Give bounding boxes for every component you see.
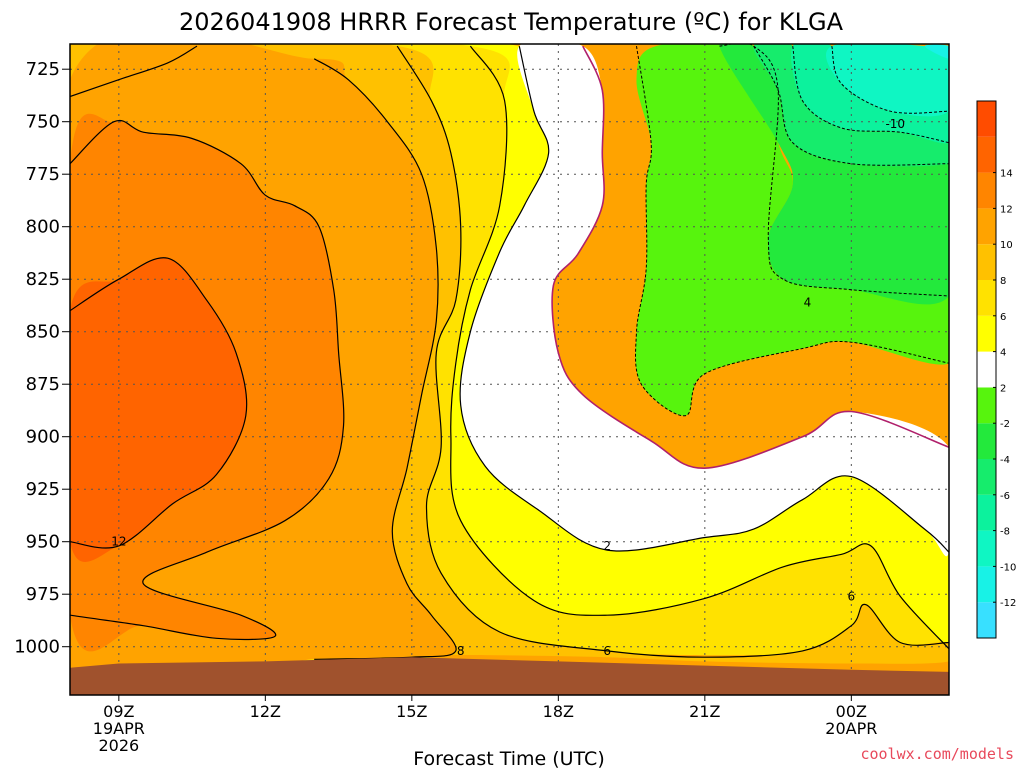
colorbar-label: 10	[1000, 240, 1013, 251]
colorbar-segment	[977, 566, 996, 603]
colorbar-segment	[977, 315, 996, 352]
y-tick-label: 725	[26, 59, 60, 80]
cold-band-neg10to-12	[826, 44, 949, 117]
colorbar-segment	[977, 387, 996, 424]
colorbar-label: -2	[1000, 419, 1010, 430]
colorbar-label: 14	[1000, 169, 1013, 180]
colorbar-segment	[977, 101, 996, 137]
y-tick-label: 750	[26, 112, 60, 133]
x-tick-label: 2026	[98, 736, 139, 755]
x-tick-label: 15Z	[396, 702, 427, 721]
contour-line-neg4c	[719, 44, 949, 297]
contour-labels-layer: 12 8 6 2 6 4 -10	[111, 117, 905, 658]
chart-title: 2026041908 HRRR Forecast Temperature (ºC…	[179, 8, 844, 36]
y-axis: 725 750 775 800 825 850 875 900 925 950 975 1000	[14, 59, 70, 658]
y-tick-label: 850	[26, 322, 60, 343]
contour-lines-layer	[70, 44, 949, 660]
y-tick-label: 975	[26, 584, 60, 605]
cold-band-neg2to-4	[635, 44, 949, 416]
temperature-fill-layer	[70, 44, 949, 695]
plot-area: 12 8 6 2 6 4 -10	[70, 44, 949, 695]
colorbar-segment	[977, 423, 996, 459]
colorbar-frame	[976, 100, 997, 639]
colorbar-segment	[977, 136, 996, 173]
y-tick-label: 825	[26, 269, 60, 290]
ground-surface	[70, 657, 949, 695]
contour-line-10c	[70, 119, 345, 641]
contour-line-2c-upper	[459, 45, 949, 553]
y-tick-label: 875	[26, 374, 60, 395]
colorbar-segment	[977, 530, 996, 567]
contour-label: 8	[457, 644, 465, 658]
contour-label: 4	[804, 295, 812, 309]
contour-line-neg8c	[792, 46, 949, 144]
contour-line-neg10c	[831, 45, 949, 114]
x-tick-label: 18Z	[543, 702, 574, 721]
colorbar-label: -10	[1000, 562, 1016, 573]
y-tick-label: 925	[26, 479, 60, 500]
colorbar-label: -12	[1000, 598, 1016, 609]
y-tick-label: 1000	[14, 637, 60, 658]
colorbar: -12 -10 -8 -6 -4 -2 2 4 6 8 10 12 14	[976, 100, 1016, 639]
contour-line-8c	[313, 58, 457, 660]
y-tick-label: 950	[26, 532, 60, 553]
contour-label: 12	[111, 535, 126, 549]
cold-band-neg12to-14	[924, 44, 949, 59]
contour-line-12c	[70, 257, 248, 549]
cold-band-0to2-white	[460, 44, 949, 557]
x-tick-label: 20APR	[825, 719, 877, 738]
colorbar-segment	[977, 172, 996, 209]
contour-label: 2	[603, 539, 611, 553]
colorbar-label: 2	[1000, 383, 1006, 394]
colorbar-segment	[977, 208, 996, 245]
x-tick-label: 09Z	[103, 702, 134, 721]
colorbar-label: -4	[1000, 455, 1010, 466]
colorbar-segment	[977, 459, 996, 495]
colorbar-label: 8	[1000, 276, 1006, 287]
y-tick-label: 775	[26, 164, 60, 185]
plot-frame	[69, 43, 950, 696]
x-tick-label: 21Z	[689, 702, 720, 721]
colorbar-label: -6	[1000, 491, 1010, 502]
cold-band-neg6to-8	[753, 44, 949, 167]
colorbar-segment	[977, 494, 996, 531]
colorbar-label: 12	[1000, 204, 1013, 215]
contour-line-0c	[551, 45, 949, 470]
contour-label: 6	[848, 589, 856, 603]
credit-text: coolwx.com/models	[860, 745, 1014, 763]
contour-label: 6	[603, 644, 611, 658]
colorbar-label: -8	[1000, 527, 1010, 538]
colorbar-segment	[977, 602, 996, 638]
contour-line-6c	[396, 45, 949, 658]
contour-line-neg2c	[635, 46, 949, 417]
contour-line-neg6c	[753, 45, 949, 166]
x-tick-label: 00Z	[836, 702, 867, 721]
ground-layer	[70, 657, 949, 695]
x-tick-label: 12Z	[250, 702, 281, 721]
contour-label: -10	[885, 117, 905, 131]
colorbar-label: 4	[1000, 348, 1006, 359]
x-axis-label: Forecast Time (UTC)	[413, 748, 604, 768]
colorbar-segment	[977, 280, 996, 316]
colorbar-segment	[977, 244, 996, 280]
y-tick-label: 900	[26, 427, 60, 448]
contour-line-10c-upper	[70, 45, 198, 98]
x-tick-label: 19APR	[93, 719, 145, 738]
y-tick-label: 800	[26, 217, 60, 238]
contour-line-4c	[450, 45, 949, 650]
colorbar-segment	[977, 351, 996, 388]
colorbar-label: 6	[1000, 312, 1006, 323]
